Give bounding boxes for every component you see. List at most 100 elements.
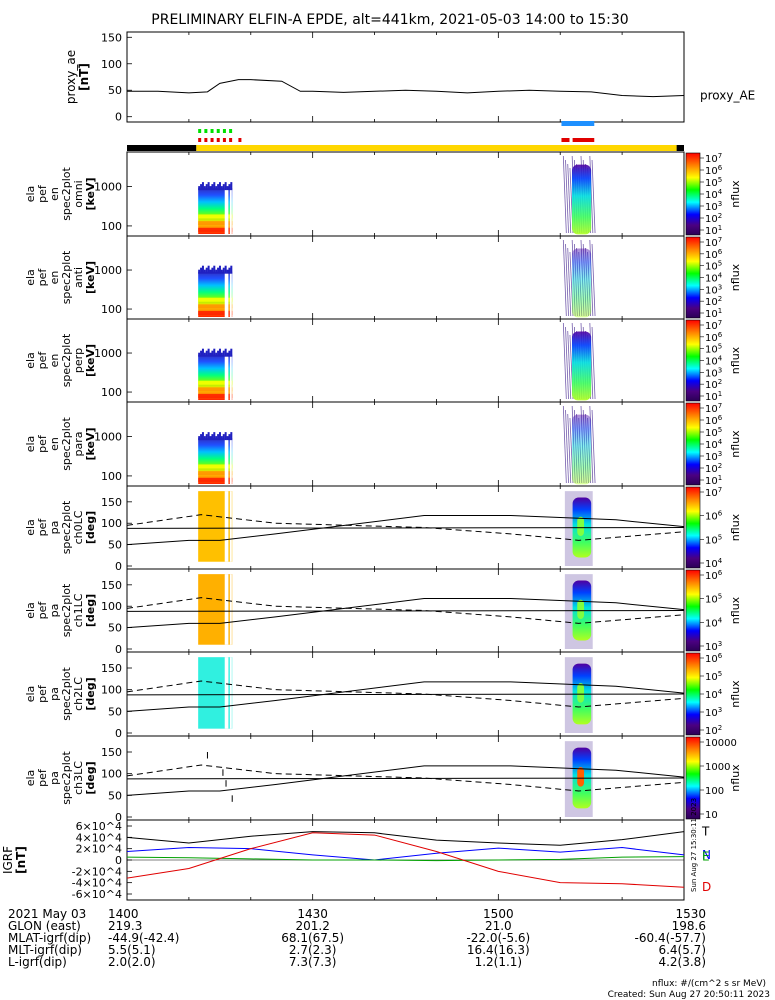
spec-spike-anti bbox=[211, 267, 214, 274]
orbit-row-label: 2021 May 03 bbox=[8, 907, 86, 921]
orbit-cell: 6.4(5.7) bbox=[658, 943, 706, 957]
spec-spike-anti bbox=[200, 267, 203, 274]
ae-ylabel-a: proxy_ae bbox=[64, 50, 78, 104]
ylabel-line-para-1: pef bbox=[36, 434, 49, 453]
y-tick-label-igrf: 0 bbox=[115, 854, 122, 867]
ylabel-line-omni-5: [keV] bbox=[84, 177, 97, 210]
ylabel-line-ch2LC-3: spec2plot bbox=[60, 667, 73, 721]
y-tick-label-omni: 100 bbox=[101, 220, 122, 233]
spec-spike-omni bbox=[217, 184, 220, 191]
y-tick-label-igrf: 4×10^4 bbox=[76, 831, 122, 844]
colorbar-label-ch1LC: 106 bbox=[705, 569, 723, 582]
y-tick-label-igrf: -4×10^4 bbox=[72, 877, 122, 890]
spec-spike-para bbox=[228, 434, 231, 441]
colorbar-title-ch1LC: nflux bbox=[729, 596, 742, 624]
spec-gap-omni bbox=[226, 184, 229, 234]
colorbar-label-ch1LC: 104 bbox=[705, 616, 723, 629]
spec-spike-perp bbox=[201, 348, 204, 357]
pa-solid-line bbox=[126, 765, 685, 796]
spec-spike-perp bbox=[226, 352, 229, 357]
spec-band-perp bbox=[198, 387, 233, 392]
spec-gap-perp bbox=[224, 350, 227, 400]
y-tick-label-ch3LC: 0 bbox=[115, 811, 122, 824]
spec-spike-anti bbox=[222, 267, 225, 274]
ylabel-line-ch0LC-5: [deg] bbox=[84, 511, 97, 544]
colorbar-label-ch3LC: 10000 bbox=[705, 738, 737, 749]
spec-spike-omni bbox=[209, 186, 212, 191]
ylabel-line-omni-0: ela bbox=[24, 186, 37, 203]
spec-spike-para bbox=[211, 434, 214, 441]
pa-solid-line bbox=[126, 681, 685, 712]
ylabel-line-perp-4: perp bbox=[72, 348, 85, 373]
colorbar-label-ch0LC: 105 bbox=[705, 533, 722, 546]
panel-frame-ae bbox=[126, 31, 685, 123]
spec-band-omni bbox=[198, 221, 233, 226]
spec-gap-anti bbox=[229, 267, 232, 317]
burst-streak-perp bbox=[562, 322, 567, 400]
igrf-ylabel-b: [nT] bbox=[14, 846, 28, 874]
spec-spike-para bbox=[230, 432, 233, 441]
status-green-tick bbox=[210, 129, 214, 133]
spec-spike-anti bbox=[220, 269, 223, 274]
ylabel-line-ch1LC-0: ela bbox=[24, 602, 37, 619]
colorbar-label-ch2LC: 104 bbox=[705, 688, 723, 701]
spec-gap-anti bbox=[224, 267, 227, 317]
burst-streak-anti bbox=[562, 239, 567, 317]
status-red-block bbox=[572, 138, 595, 142]
orbit-cell: 4.2(3.8) bbox=[658, 955, 706, 969]
spec-gap-omni bbox=[224, 184, 227, 234]
igrf-legend-D: D bbox=[702, 880, 711, 894]
orbit-cell: 68.1(67.5) bbox=[281, 931, 344, 945]
y-tick-label-ch3LC: 50 bbox=[108, 789, 122, 802]
y-tick-label-ch1LC: 150 bbox=[101, 579, 122, 592]
spec-spike-anti bbox=[230, 265, 233, 274]
chart-title: PRELIMINARY ELFIN-A EPDE, alt=441km, 202… bbox=[151, 12, 628, 28]
y-tick-label-ch0LC: 100 bbox=[101, 517, 122, 530]
orbit-row-label: MLT-igrf(dip) bbox=[8, 943, 82, 957]
pa-flat-line bbox=[126, 610, 685, 612]
orbit-cell: 201.2 bbox=[295, 919, 329, 933]
ylabel-line-ch2LC-5: [deg] bbox=[84, 677, 97, 710]
spec-spike-anti bbox=[215, 269, 218, 274]
y-tick-label-igrf: -6×10^4 bbox=[72, 888, 122, 901]
colorbar-label-ch3LC: 10 bbox=[705, 810, 718, 821]
burst-streak-omni bbox=[562, 155, 567, 234]
ae-ylabel-b: [nT] bbox=[77, 63, 91, 91]
y-tick-label-anti: 1000 bbox=[94, 264, 122, 277]
orbit-cell: 2.0(2.0) bbox=[108, 955, 156, 969]
colorbar-perp bbox=[685, 319, 701, 402]
colorbar-title-omni: nflux bbox=[729, 180, 742, 208]
pa-gap-ch2LC bbox=[224, 657, 227, 729]
orbit-cell: -60.4(-57.7) bbox=[635, 931, 706, 945]
ylabel-line-ch3LC-4: ch3LC bbox=[72, 761, 85, 795]
spec-spike-omni bbox=[215, 186, 218, 191]
ylabel-line-omni-3: spec2plot bbox=[60, 167, 73, 221]
pa-burst-hot-ch2LC bbox=[577, 683, 585, 703]
colorbar-label-ch0LC: 106 bbox=[705, 510, 723, 523]
colorbar-title-perp: nflux bbox=[729, 346, 742, 374]
y-tick-label-perp: 1000 bbox=[94, 347, 122, 360]
y-tick-label-para: 1000 bbox=[94, 430, 122, 443]
colorbar-label-ch2LC: 103 bbox=[705, 706, 722, 719]
pa-flat-line bbox=[126, 777, 685, 780]
spec-band-anti bbox=[198, 297, 233, 302]
igrf-legend-E: E bbox=[702, 850, 710, 864]
ae-series-line bbox=[127, 79, 685, 98]
status-red-tick bbox=[222, 138, 226, 142]
y-tick-label-omni: 1000 bbox=[94, 180, 122, 193]
spec-spike-anti bbox=[207, 265, 210, 274]
units-note: nflux: #/(cm^2 s sr MeV) bbox=[652, 979, 766, 989]
spec-spike-perp bbox=[217, 350, 220, 357]
colorbar-anti bbox=[685, 236, 701, 319]
status-bars bbox=[127, 121, 684, 151]
status-red-tick bbox=[198, 138, 202, 142]
pa-gap-ch0LC bbox=[229, 491, 232, 562]
ylabel-line-ch3LC-1: pef bbox=[36, 768, 49, 787]
ylabel-line-ch0LC-1: pef bbox=[36, 518, 49, 537]
spec-spike-perp bbox=[215, 352, 218, 357]
burst-streak-anti bbox=[591, 243, 596, 317]
y-tick-label-anti: 100 bbox=[101, 303, 122, 316]
spec-spike-para bbox=[203, 436, 206, 441]
colorbar-label-ch2LC: 102 bbox=[705, 724, 722, 737]
ylabel-line-para-3: spec2plot bbox=[60, 417, 73, 471]
